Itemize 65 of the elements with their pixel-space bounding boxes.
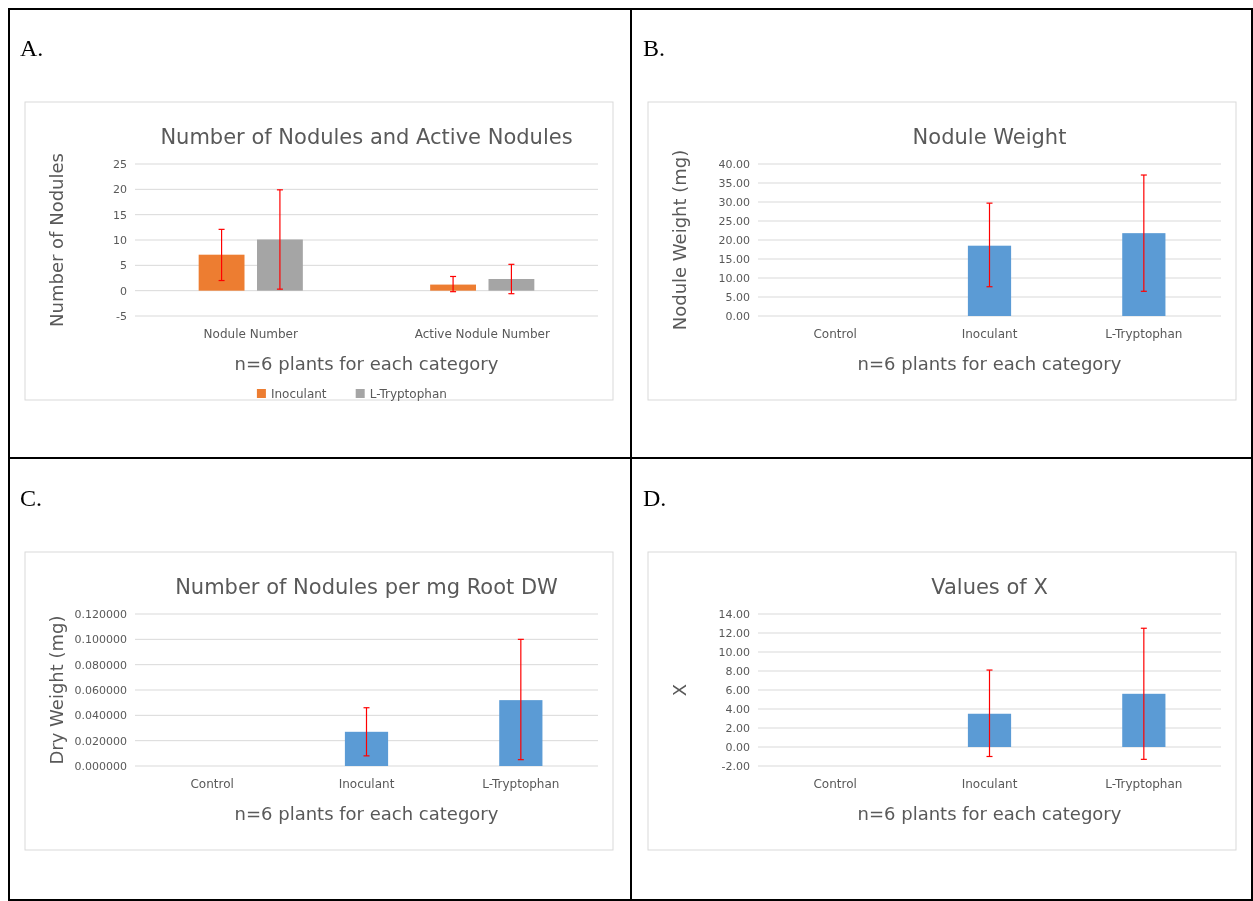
y-tick-label: 2.00 [725,721,750,735]
y-tick-label: 0.020000 [74,734,127,748]
x-tick-label: Inoculant [961,327,1018,341]
y-tick-label: 0.000000 [74,759,127,773]
bar [198,254,245,291]
y-tick-label: 0 [120,284,127,298]
chart-title: Number of Nodules and Active Nodules [160,125,573,149]
y-tick-label: -5 [116,309,127,323]
y-tick-label: 0.00 [725,740,750,754]
x-tick-label: L-Tryptophan [482,777,560,791]
y-tick-label: 25 [113,157,127,171]
y-tick-label: 5 [120,259,127,273]
y-tick-label: 14.00 [718,607,750,621]
y-tick-label: 10.00 [718,645,750,659]
y-tick-label: -2.00 [721,759,750,773]
x-tick-label: Nodule Number [203,327,298,341]
x-tick-label: Inoculant [338,777,395,791]
x-tick-label: L-Tryptophan [1105,777,1183,791]
text: A. [20,35,44,61]
y-tick-label: 0.00 [725,309,750,323]
x-tick-label: L-Tryptophan [1105,327,1183,341]
y-axis-title: Number of Nodules [46,153,67,327]
y-tick-label: 0.040000 [74,709,127,723]
text: B. [643,35,666,61]
y-tick-label: 5.00 [725,290,750,304]
chart-title: Nodule Weight [912,125,1067,149]
text: D. [643,485,667,511]
y-tick-label: 40.00 [718,157,750,171]
x-axis-title: n=6 plants for each category [234,353,499,374]
y-tick-label: 10 [113,233,127,247]
x-tick-label: Active Nodule Number [414,327,550,341]
x-axis-title: n=6 plants for each category [234,803,499,824]
y-tick-label: 0.080000 [74,658,127,672]
y-tick-label: 20.00 [718,233,750,247]
y-axis-title: Dry Weight (mg) [46,615,67,765]
y-axis-title: X [669,683,690,697]
chart-title: Values of X [931,575,1048,599]
y-tick-label: 15.00 [718,252,750,266]
y-tick-label: 12.00 [718,626,750,640]
legend-label: L-Tryptophan [369,387,447,402]
y-tick-label: 6.00 [725,683,750,697]
y-tick-label: 0.120000 [74,607,127,621]
x-axis-title: n=6 plants for each category [857,353,1122,374]
y-tick-label: 0.100000 [74,633,127,647]
y-tick-label: 4.00 [725,702,750,716]
bar [257,239,303,291]
x-tick-label: Control [813,777,857,791]
y-tick-label: 30.00 [718,195,750,209]
text: C. [20,485,43,511]
y-tick-label: 35.00 [718,176,750,190]
bar [488,279,535,291]
x-tick-label: Control [813,327,857,341]
bar [430,284,476,291]
x-tick-label: Inoculant [961,777,1018,791]
legend-label: Inoculant [270,387,327,402]
y-axis-title: Nodule Weight (mg) [669,149,690,331]
y-tick-label: 20 [113,183,127,197]
y-tick-label: 8.00 [725,664,750,678]
x-axis-title: n=6 plants for each category [857,803,1122,824]
y-tick-label: 0.060000 [74,683,127,697]
chart-title: Number of Nodules per mg Root DW [175,575,559,599]
y-tick-label: 15 [113,208,127,222]
y-tick-label: 25.00 [718,214,750,228]
y-tick-label: 10.00 [718,271,750,285]
x-tick-label: Control [190,777,234,791]
